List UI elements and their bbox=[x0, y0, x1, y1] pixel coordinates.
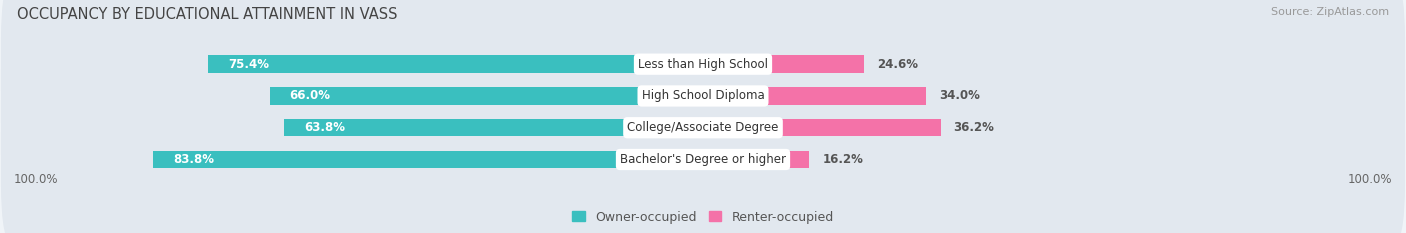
FancyBboxPatch shape bbox=[1, 10, 1405, 182]
Text: Bachelor's Degree or higher: Bachelor's Degree or higher bbox=[620, 153, 786, 166]
Bar bbox=[703, 55, 865, 73]
Bar bbox=[703, 151, 810, 168]
Legend: Owner-occupied, Renter-occupied: Owner-occupied, Renter-occupied bbox=[568, 206, 838, 229]
Text: OCCUPANCY BY EDUCATIONAL ATTAINMENT IN VASS: OCCUPANCY BY EDUCATIONAL ATTAINMENT IN V… bbox=[17, 7, 398, 22]
Text: 83.8%: 83.8% bbox=[173, 153, 214, 166]
FancyBboxPatch shape bbox=[1, 73, 1405, 233]
Text: 16.2%: 16.2% bbox=[823, 153, 863, 166]
Text: Less than High School: Less than High School bbox=[638, 58, 768, 71]
FancyBboxPatch shape bbox=[1, 0, 1405, 151]
FancyBboxPatch shape bbox=[1, 41, 1405, 214]
Text: 24.6%: 24.6% bbox=[877, 58, 918, 71]
Bar bbox=[703, 87, 927, 105]
Text: 100.0%: 100.0% bbox=[14, 173, 59, 186]
Text: 75.4%: 75.4% bbox=[228, 58, 269, 71]
Text: 66.0%: 66.0% bbox=[290, 89, 330, 103]
Text: 34.0%: 34.0% bbox=[939, 89, 980, 103]
Bar bbox=[270, 87, 703, 105]
Text: Source: ZipAtlas.com: Source: ZipAtlas.com bbox=[1271, 7, 1389, 17]
Bar bbox=[703, 119, 941, 137]
Text: 63.8%: 63.8% bbox=[304, 121, 344, 134]
Text: College/Associate Degree: College/Associate Degree bbox=[627, 121, 779, 134]
Text: High School Diploma: High School Diploma bbox=[641, 89, 765, 103]
Text: 100.0%: 100.0% bbox=[1347, 173, 1392, 186]
Text: 36.2%: 36.2% bbox=[953, 121, 994, 134]
Bar bbox=[208, 55, 703, 73]
Bar bbox=[153, 151, 703, 168]
Bar bbox=[284, 119, 703, 137]
